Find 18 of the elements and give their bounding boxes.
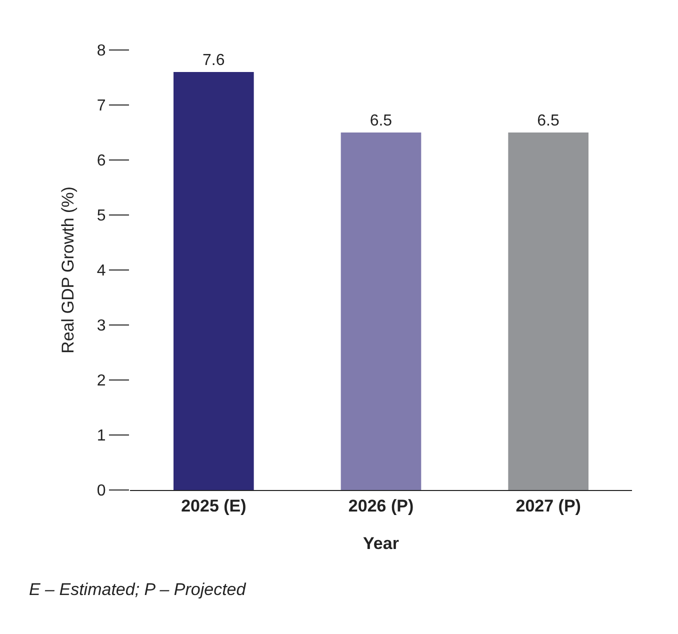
data-label: 7.6 (202, 52, 225, 69)
y-tick-label: 5 (96, 208, 106, 225)
x-tick-label: 2027 (P) (516, 496, 581, 516)
y-tick-label: 8 (96, 42, 106, 60)
y-axis-title: Real GDP Growth (%) (58, 186, 78, 354)
data-label: 6.5 (370, 112, 392, 130)
x-tick-label: 2026 (P) (348, 496, 414, 516)
text: E – Estimated; P – Projected (29, 580, 246, 599)
y-tick-label: 3 (96, 318, 106, 335)
x-tick-label: 2025 (E) (181, 496, 246, 516)
data-label: 6.5 (537, 112, 560, 130)
y-tick-label: 1 (96, 428, 106, 445)
y-tick-label: 2 (96, 372, 106, 390)
y-tick-label: 7 (96, 98, 106, 115)
y-tick-label: 0 (96, 482, 106, 500)
y-tick-label: 6 (96, 152, 106, 170)
y-tick-label: 4 (96, 262, 106, 280)
x-axis-title: Year (363, 534, 400, 553)
